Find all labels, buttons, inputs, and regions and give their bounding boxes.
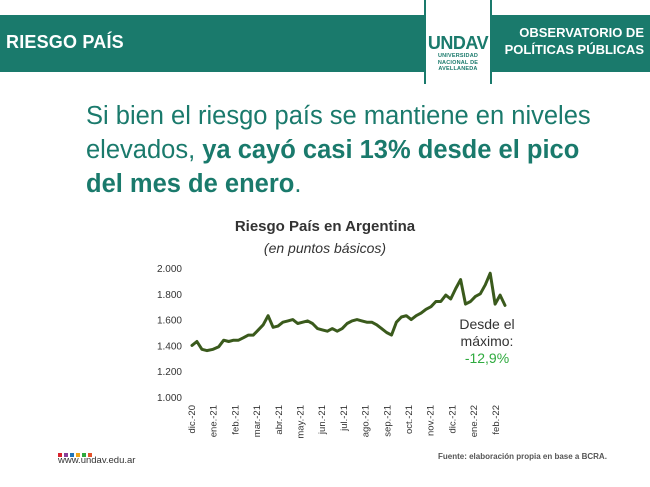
headline-end: . (294, 170, 302, 198)
x-tick-label: dic.-20 (187, 405, 198, 434)
x-tick-label: oct.-21 (404, 405, 415, 434)
annotation-value: -12,9% (464, 350, 510, 366)
annotation-line1: Desde el (459, 316, 515, 332)
org-name: OBSERVATORIO DE POLÍTICAS PÚBLICAS (505, 24, 644, 58)
logo-sub-line1: UNIVERSIDAD (437, 53, 479, 59)
x-tick-label: dic.-21 (447, 405, 458, 434)
x-tick-label: feb.-22 (491, 405, 502, 435)
y-tick-label: 1.800 (157, 290, 182, 301)
x-tick-label: feb.-21 (230, 405, 241, 435)
source-note: Fuente: elaboración propia en base a BCR… (438, 452, 607, 461)
x-tick-label: ene.-21 (209, 405, 220, 437)
y-tick-label: 1.600 (157, 316, 182, 327)
x-tick-label: jul.-21 (339, 405, 350, 432)
brand-dot (64, 453, 68, 457)
y-tick-label: 2.000 (157, 264, 182, 275)
logo-sub-line3: AVELLANEDA (438, 66, 478, 72)
logo-mark: UNDAV (427, 33, 489, 53)
annotation-line2: máximo: (460, 333, 514, 349)
brand-dot (70, 453, 74, 457)
brand-dot (82, 453, 86, 457)
x-tick-label: mar.-21 (252, 405, 263, 437)
brand-dot (88, 453, 92, 457)
brand-dots (58, 444, 98, 457)
brand-dot (76, 453, 80, 457)
x-tick-label: ene.-22 (469, 405, 480, 437)
chart-title: Riesgo País en Argentina (234, 218, 416, 235)
series-line (190, 271, 507, 353)
chart-subtitle: (en puntos básicos) (263, 240, 387, 256)
headline: Si bien el riesgo país se mantiene en ni… (86, 99, 606, 201)
section-title: RIESGO PAÍS (6, 32, 124, 52)
y-tick-label: 1.000 (157, 393, 182, 404)
org-name-line1: OBSERVATORIO DE (519, 25, 644, 40)
y-tick-label: 1.200 (157, 367, 182, 378)
y-tick-label: 1.400 (157, 341, 182, 352)
headline-emphasis: ya cayó casi 13% desde el pico del mes d… (86, 136, 580, 198)
logo-subtitle: UNIVERSIDAD NACIONAL DE AVELLANEDA (426, 53, 490, 73)
chart-annotation: Desde el máximo: -12,9% (452, 316, 522, 367)
brand-dot (58, 453, 62, 457)
x-tick-label: sep.-21 (382, 405, 393, 437)
headline-text: Si bien el riesgo país se mantiene en ni… (86, 102, 591, 164)
logo-sub-line2: NACIONAL DE (437, 59, 479, 66)
undav-logo: UNDAV UNIVERSIDAD NACIONAL DE AVELLANEDA (424, 0, 492, 84)
x-tick-label: abr.-21 (274, 405, 285, 435)
x-tick-label: nov.-21 (426, 405, 437, 436)
website-link[interactable]: www.undav.edu.ar (58, 455, 136, 466)
x-tick-label: ago.-21 (361, 405, 372, 437)
org-name-line2: POLÍTICAS PÚBLICAS (504, 42, 644, 57)
x-tick-label: jun.-21 (317, 405, 328, 435)
x-tick-label: may.-21 (296, 405, 307, 439)
header-bar: RIESGO PAÍS OBSERVATORIO DE POLÍTICAS PÚ… (0, 15, 650, 72)
